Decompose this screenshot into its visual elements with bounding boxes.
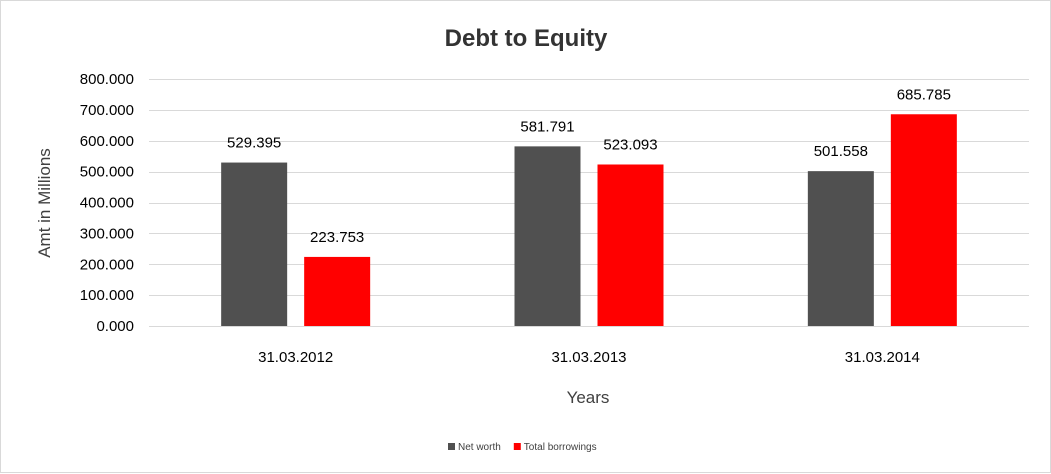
legend: Net worth Total borrowings bbox=[448, 442, 597, 453]
legend-swatch bbox=[513, 443, 521, 450]
y-tick-label: 600.000 bbox=[80, 133, 134, 150]
legend-swatch bbox=[448, 443, 455, 450]
data-label: 523.093 bbox=[603, 136, 657, 153]
chart-title: Debt to Equity bbox=[445, 25, 608, 52]
y-tick-label: 300.000 bbox=[80, 225, 134, 242]
x-tick-label: 31.03.2014 bbox=[845, 349, 920, 366]
x-tick-label: 31.03.2012 bbox=[258, 349, 333, 366]
y-tick-label: 800.000 bbox=[80, 71, 134, 88]
data-labels: 529.395 223.753 581.791 523.093 501.558 685.7… bbox=[227, 86, 951, 246]
data-label: 685.785 bbox=[897, 86, 951, 103]
bar-net-worth bbox=[514, 146, 581, 326]
y-tick-label: 700.000 bbox=[80, 102, 134, 119]
y-tick-label: 200.000 bbox=[80, 256, 134, 273]
bar-total-borrowings bbox=[890, 114, 957, 326]
bar-net-worth bbox=[807, 171, 874, 326]
legend-label: Total borrowings bbox=[524, 442, 597, 453]
y-tick-label: 500.000 bbox=[80, 164, 134, 181]
y-tick-label: 400.000 bbox=[80, 195, 134, 212]
bar-total-borrowings bbox=[304, 256, 371, 326]
legend-item-net-worth: Net worth bbox=[448, 442, 501, 453]
y-axis-title: Amt in Millions bbox=[35, 148, 54, 258]
data-label: 501.558 bbox=[814, 143, 868, 160]
x-tick-label: 31.03.2013 bbox=[551, 349, 626, 366]
y-tick-label: 100.000 bbox=[80, 287, 134, 304]
bar-net-worth bbox=[221, 162, 288, 326]
data-label: 223.753 bbox=[310, 229, 364, 246]
data-label: 581.791 bbox=[520, 118, 574, 135]
x-axis-title: Years bbox=[567, 388, 610, 407]
gridlines bbox=[149, 79, 1029, 327]
bars bbox=[221, 114, 957, 326]
bar-total-borrowings bbox=[597, 164, 664, 326]
data-label: 529.395 bbox=[227, 135, 281, 152]
y-tick-label: 0.000 bbox=[96, 318, 134, 335]
legend-label: Net worth bbox=[458, 442, 501, 453]
y-axis-ticks: 0.000 100.000 200.000 300.000 400.000 500.000… bbox=[80, 71, 134, 335]
x-axis-ticks: 31.03.2012 31.03.2013 31.03.2014 bbox=[258, 349, 920, 366]
legend-item-total-borrowings: Total borrowings bbox=[513, 442, 597, 453]
